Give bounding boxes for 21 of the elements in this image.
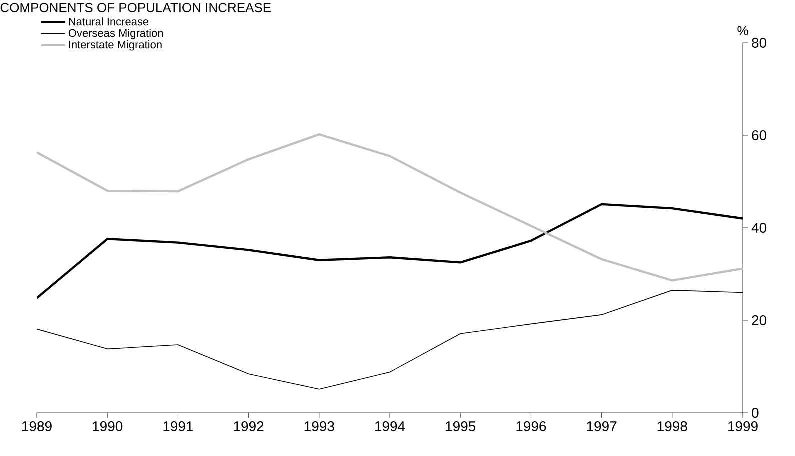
y-tick-label: 80 — [752, 38, 767, 48]
y-tick-label: 60 — [752, 130, 767, 140]
x-tick-label: 1998 — [658, 422, 688, 432]
x-tick-label: 1993 — [304, 422, 334, 432]
x-tick-label: 1997 — [587, 422, 617, 432]
legend-label: Overseas Migration — [68, 29, 164, 40]
y-tick-label: 0 — [752, 408, 759, 418]
x-tick-label: 1992 — [234, 422, 264, 432]
y-tick-label: 40 — [752, 223, 767, 233]
x-tick-label: 1989 — [22, 422, 52, 432]
y-tick-label: 20 — [752, 316, 767, 326]
legend-label: Interstate Migration — [69, 40, 162, 51]
x-tick-label: 1990 — [93, 422, 123, 432]
x-tick-label: 1994 — [376, 422, 406, 432]
x-tick-label: 1996 — [516, 422, 546, 432]
y-axis-title: % — [738, 26, 748, 36]
chart-title: COMPONENTS OF POPULATION INCREASE — [0, 3, 271, 12]
x-tick-label: 1995 — [446, 422, 476, 432]
x-tick-label: 1991 — [164, 422, 194, 432]
x-tick-label: 1999 — [728, 422, 758, 432]
legend-label: Natural Increase — [69, 18, 149, 26]
